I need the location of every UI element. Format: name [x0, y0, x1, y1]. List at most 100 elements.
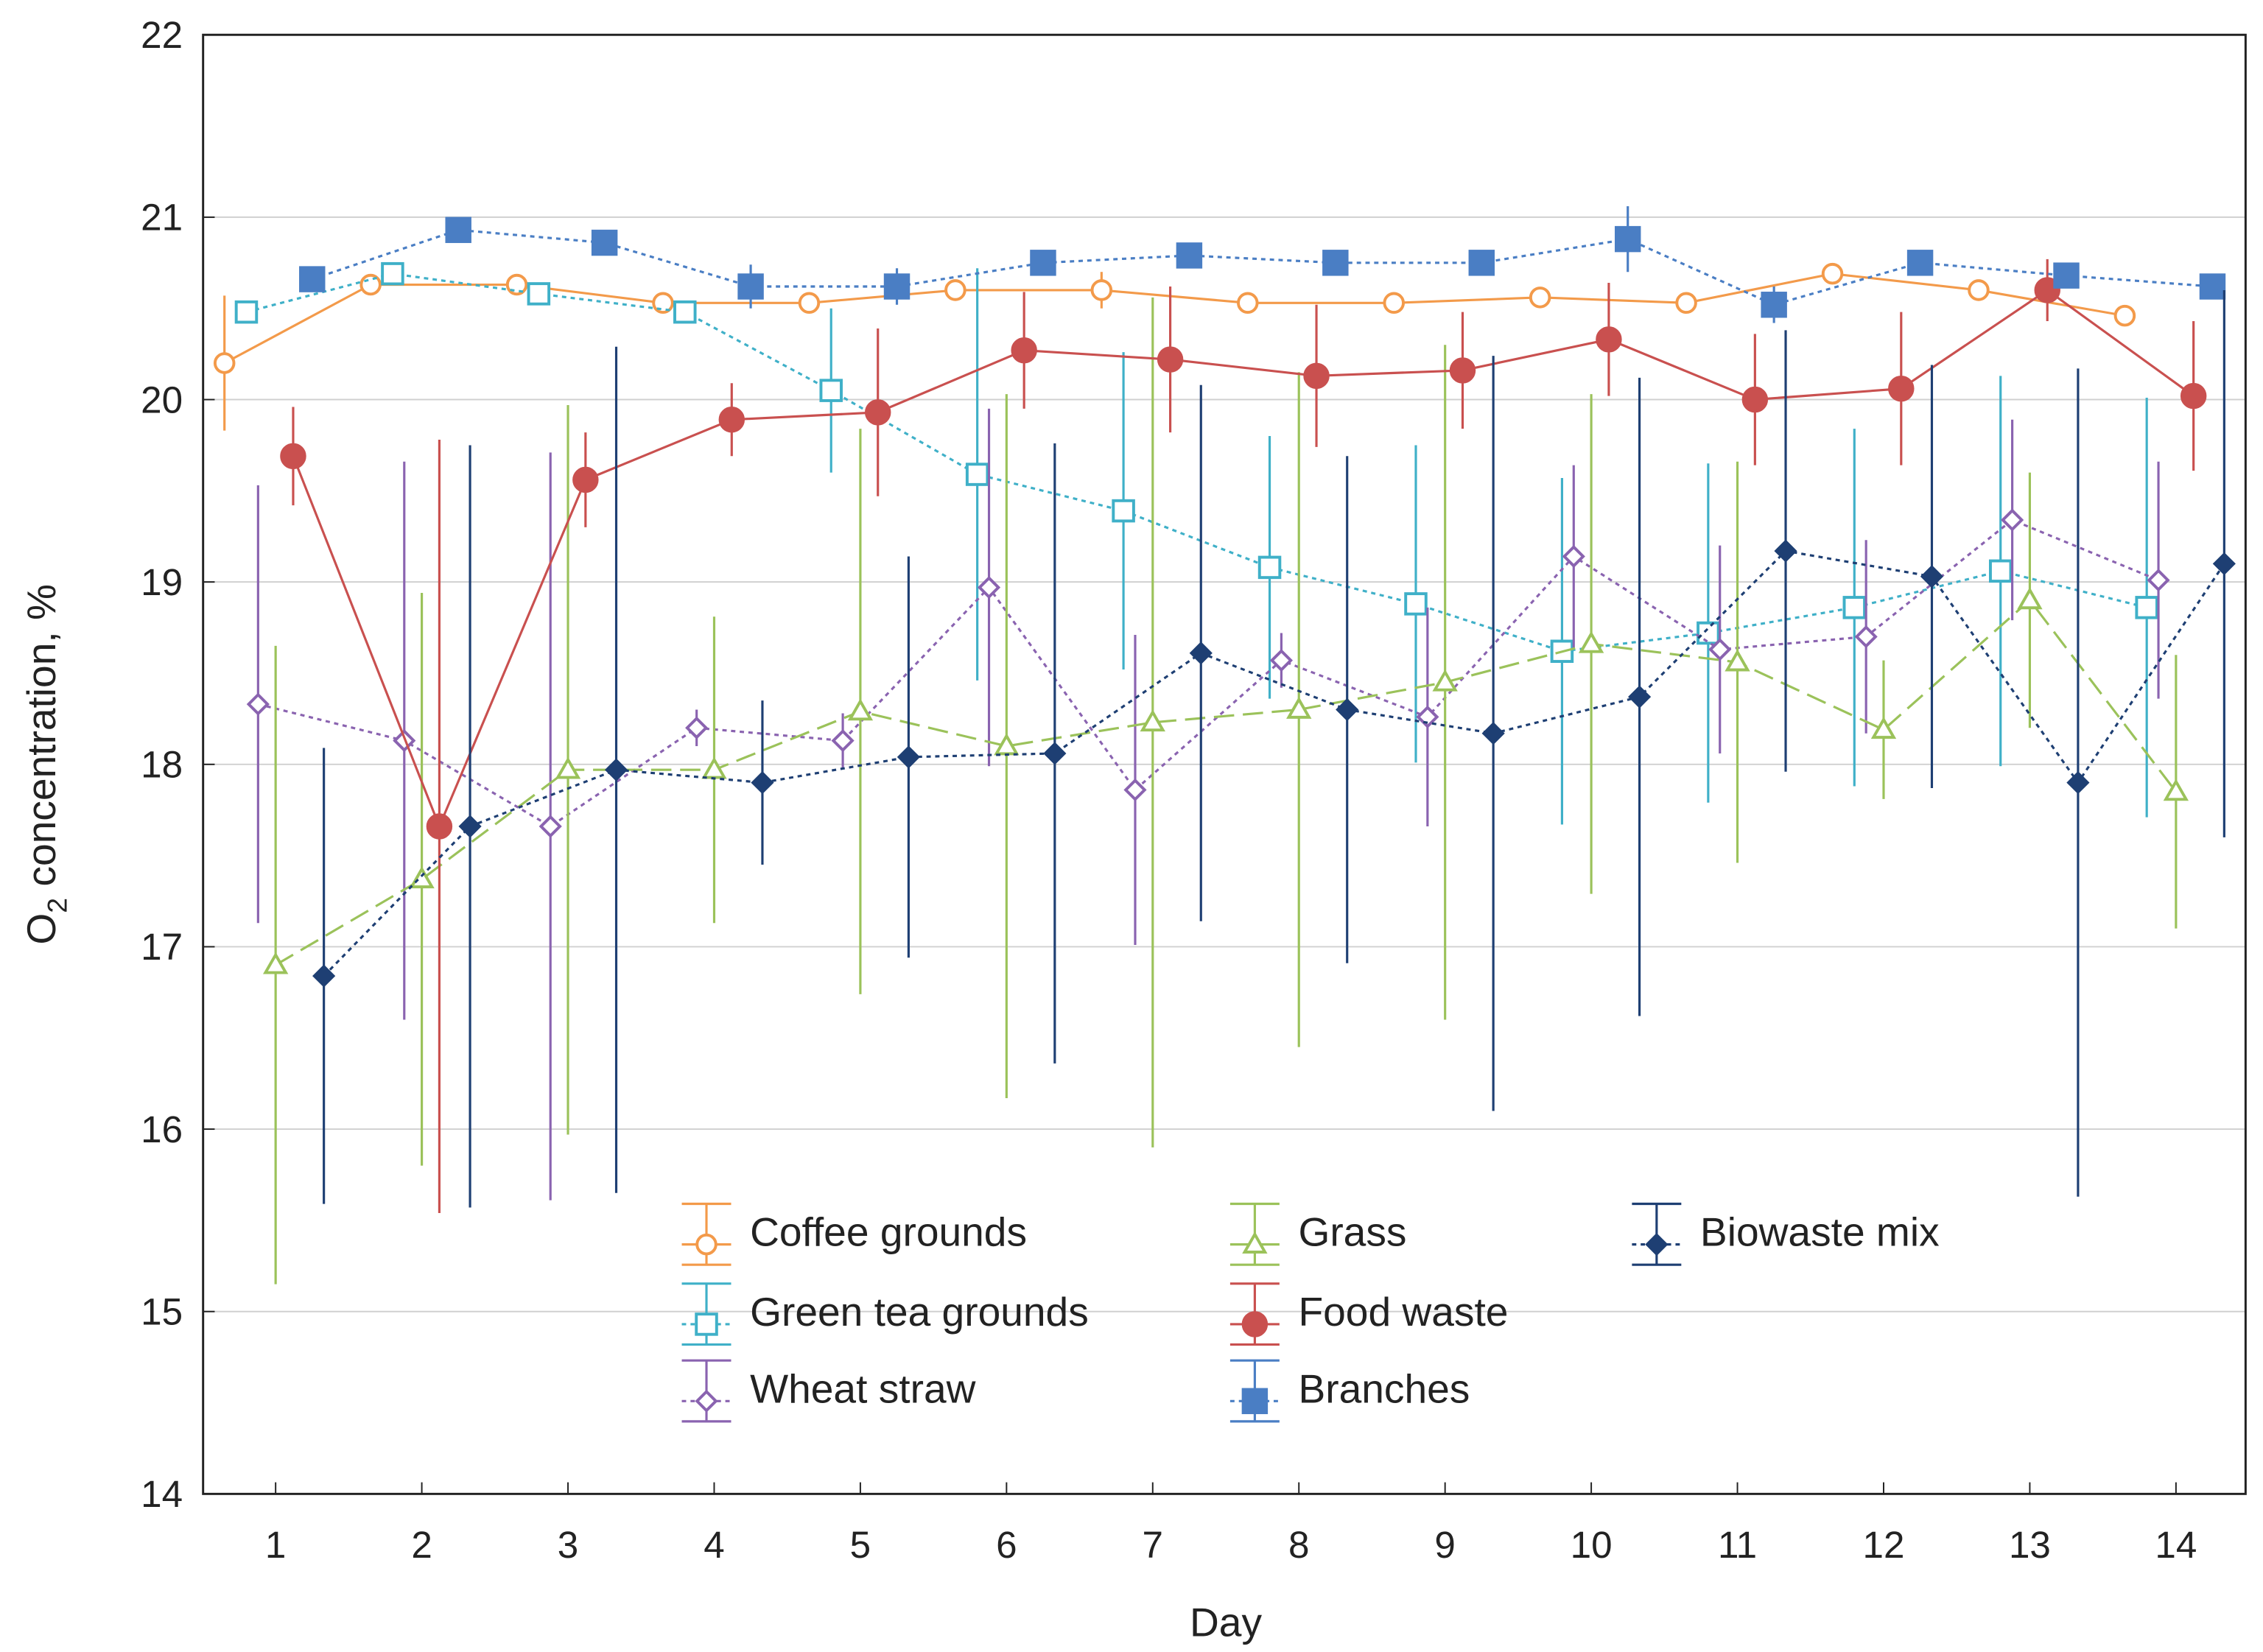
legend-item: Grass [1229, 1202, 1406, 1266]
data-point [1725, 649, 1750, 672]
data-point [718, 407, 745, 433]
data-point [1090, 279, 1113, 301]
data-point [2017, 587, 2043, 610]
legend-item: Biowaste mix [1632, 1202, 1940, 1266]
data-point [234, 300, 259, 324]
y-tick-label: 16 [141, 1108, 183, 1150]
data-point [246, 692, 270, 716]
data-point [1920, 565, 1944, 588]
legend-marker [1645, 1233, 1669, 1256]
data-point [1432, 669, 1458, 692]
x-tick-label: 13 [2009, 1524, 2051, 1566]
series-biowaste-mix [312, 289, 2236, 1208]
x-tick-label: 2 [411, 1524, 432, 1566]
legend-label: Branches [1298, 1365, 1470, 1411]
data-point [280, 443, 306, 470]
data-point [213, 352, 236, 374]
data-point [1968, 279, 1990, 301]
data-point [1870, 717, 1897, 739]
series-wheat-straw [246, 408, 2170, 1201]
data-point [604, 758, 628, 781]
data-point [1697, 621, 1720, 645]
data-point [1011, 337, 1037, 364]
y-axis-label: O2 concentration, % [18, 584, 73, 945]
data-point [1468, 250, 1495, 276]
data-point [1176, 242, 1203, 269]
series-line [312, 228, 2213, 306]
data-point [1774, 539, 1797, 563]
data-point [819, 379, 843, 402]
x-tick-label: 5 [850, 1524, 871, 1566]
legend-label: Biowaste mix [1700, 1209, 1940, 1255]
data-point [2135, 596, 2158, 619]
data-point [2163, 778, 2189, 801]
legend-marker [1242, 1231, 1268, 1254]
data-point [1157, 346, 1184, 373]
data-point [527, 282, 551, 306]
data-point [944, 279, 966, 301]
data-point [1286, 696, 1312, 719]
data-point [2066, 770, 2090, 795]
legend-label: Grass [1298, 1209, 1406, 1255]
x-tick-label: 1 [265, 1524, 286, 1566]
legend-item: Food waste [1229, 1282, 1508, 1346]
data-point [1988, 559, 2013, 583]
data-point [1123, 778, 1147, 802]
data-point [1578, 630, 1604, 653]
data-point [798, 292, 821, 314]
data-point [458, 815, 482, 838]
data-point [1596, 326, 1622, 353]
data-point [751, 770, 774, 795]
y-tick-label: 21 [141, 197, 183, 239]
legend-label: Wheat straw [750, 1365, 976, 1411]
x-tick-label: 7 [1143, 1524, 1163, 1566]
data-point [426, 813, 453, 840]
data-point [1043, 742, 1067, 765]
legend-marker [1241, 1388, 1269, 1415]
data-point [1529, 287, 1551, 309]
x-tick-label: 4 [704, 1524, 724, 1566]
grid [203, 216, 2246, 1312]
data-point [2001, 508, 2024, 532]
data-point [262, 952, 289, 974]
data-point [865, 399, 891, 426]
legend-label: Food waste [1298, 1289, 1508, 1335]
y-tick-label: 17 [141, 926, 183, 968]
data-point [1383, 292, 1405, 314]
x-tick-label: 11 [1718, 1524, 1757, 1566]
data-point [897, 745, 920, 769]
series-line [246, 273, 2147, 653]
data-point [1237, 292, 1259, 314]
series-line [323, 549, 2225, 977]
legend-marker [695, 1312, 718, 1336]
data-point [2147, 569, 2170, 592]
data-point [1189, 642, 1213, 665]
legend-marker [695, 1389, 718, 1413]
data-point [1906, 250, 1934, 276]
legend-item: Wheat straw [681, 1359, 976, 1423]
legend-label: Green tea grounds [750, 1289, 1089, 1335]
series-green-tea-grounds [234, 261, 2158, 825]
data-point [1257, 555, 1282, 580]
data-point [2212, 552, 2236, 575]
data-point [831, 729, 855, 753]
data-point [737, 273, 764, 300]
y-tick-label: 18 [141, 744, 183, 786]
data-point [505, 273, 528, 296]
data-point [1481, 722, 1505, 745]
data-point [445, 217, 471, 243]
data-point [1303, 362, 1330, 390]
data-point [1708, 638, 1732, 661]
x-tick-label: 6 [996, 1524, 1017, 1566]
data-point [1322, 250, 1349, 276]
legend-marker [1241, 1311, 1269, 1338]
data-point [701, 756, 727, 779]
data-point [2180, 382, 2207, 410]
data-point [965, 463, 989, 486]
data-point [1741, 386, 1769, 413]
series-branches [299, 206, 2226, 323]
data-point [1854, 625, 1878, 649]
data-point [1030, 250, 1056, 276]
legend-label: Coffee grounds [750, 1209, 1027, 1255]
